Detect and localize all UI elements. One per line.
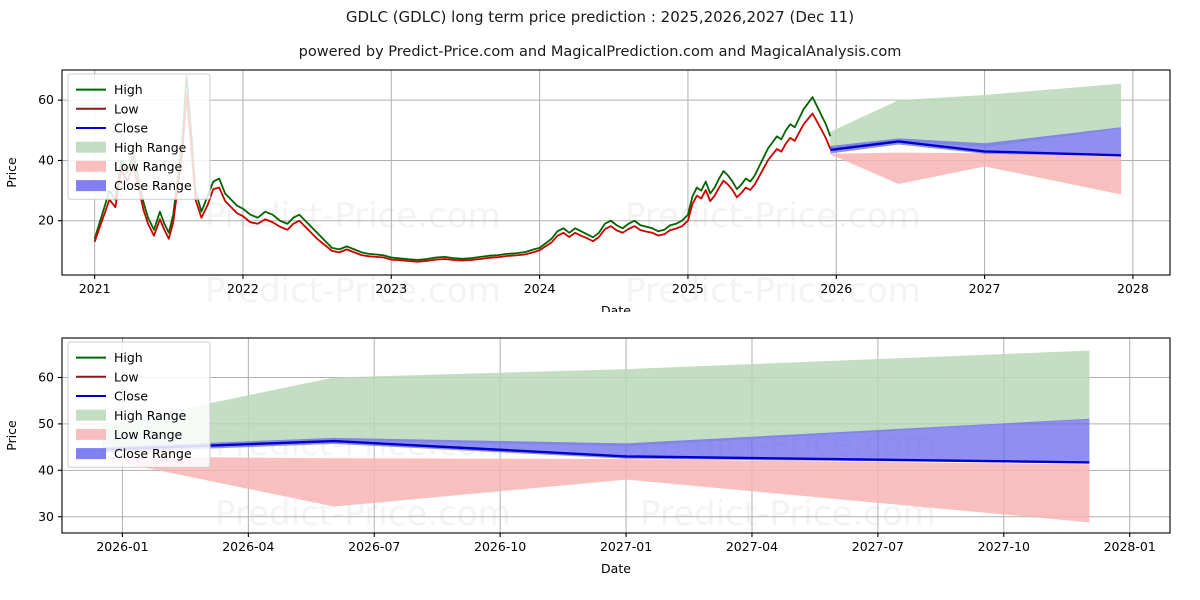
plot-border (61, 337, 1171, 534)
watermark: Predict-Price.com (205, 196, 501, 236)
x-tick-label: 2026 (820, 281, 852, 296)
watermark: Predict-Price.com (625, 271, 921, 311)
y-tick-label: 30 (38, 509, 54, 524)
legend-item-label: High (114, 350, 143, 365)
legend-item-label: Close (114, 121, 148, 136)
x-tick-label: 2028-01 (1104, 539, 1156, 554)
close-forecast-line (830, 140, 1122, 157)
overview-chart-panel: Predict-Price.com Predict-Price.com Predic… (0, 62, 1200, 312)
page-subtitle: powered by Predict-Price.com and Magical… (298, 44, 902, 60)
low-range-band (830, 152, 1122, 195)
legend-item-label: Low (114, 101, 139, 116)
high-range-band (830, 83, 1122, 150)
legend-item-label: Close Range (114, 446, 192, 461)
legend-item-label: Low Range (114, 159, 183, 174)
y-tick-label: 60 (38, 92, 54, 107)
x-axis-label: Date (601, 303, 631, 312)
x-tick-label: 2022 (227, 281, 259, 296)
page-title: GDLC (GDLC) long term price prediction :… (345, 8, 855, 26)
x-tick-label: 2027-04 (726, 539, 778, 554)
legend-item-label: High (114, 82, 143, 97)
legend-item-label: Close Range (114, 178, 192, 193)
x-tick-label: 2021 (79, 281, 111, 296)
legend-band-swatch (76, 428, 106, 440)
x-tick-label: 2027-01 (600, 539, 652, 554)
x-tick-label: 2026-07 (348, 539, 400, 554)
y-tick-label: 50 (38, 416, 54, 431)
x-tick-label: 2027-07 (852, 539, 904, 554)
y-tick-label: 60 (38, 369, 54, 384)
x-tick-label: 2023 (375, 281, 407, 296)
y-tick-label: 40 (38, 152, 54, 167)
close-range-band (830, 127, 1122, 156)
low-history-line (93, 93, 832, 263)
legend-band-swatch (76, 141, 106, 153)
watermark: Predict-Price.com (205, 271, 501, 311)
x-tick-label: 2026-10 (474, 539, 526, 554)
legend-item-label: High Range (114, 408, 187, 423)
close-range-band (102, 418, 1090, 464)
high-history-line (93, 75, 832, 261)
x-tick-label: 2027-10 (978, 539, 1030, 554)
plot-border (61, 69, 1171, 276)
x-tick-label: 2028 (1117, 281, 1149, 296)
legend-band-swatch (76, 180, 106, 192)
high-range-band (102, 350, 1090, 452)
forecast-detail-chart: Predict-Price.comPredict-Price.comPredic… (4, 337, 1171, 576)
x-tick-label: 2026-01 (96, 539, 148, 554)
overview-chart: Predict-Price.com Predict-Price.com Predic… (4, 69, 1171, 312)
legend-item-label: Low (114, 369, 139, 384)
x-tick-label: 2027 (969, 281, 1001, 296)
x-axis-label: Date (601, 561, 631, 576)
x-tick-label: 2024 (524, 281, 556, 296)
legend-band-swatch (76, 409, 106, 421)
legend-band-swatch (76, 160, 106, 172)
legend-band-swatch (76, 448, 106, 460)
low-range-band (102, 456, 1090, 523)
y-axis-label: Price (4, 420, 19, 451)
close-forecast-line (102, 439, 1090, 464)
forecast-detail-chart-panel: Predict-Price.comPredict-Price.comPredic… (0, 330, 1200, 600)
y-tick-label: 40 (38, 462, 54, 477)
x-tick-label: 2025 (672, 281, 704, 296)
legend-item-label: Low Range (114, 427, 183, 442)
x-tick-label: 2026-04 (222, 539, 274, 554)
y-tick-label: 20 (38, 213, 54, 228)
legend-item-label: Close (114, 389, 148, 404)
legend-item-label: High Range (114, 140, 187, 155)
y-axis-label: Price (4, 157, 19, 188)
